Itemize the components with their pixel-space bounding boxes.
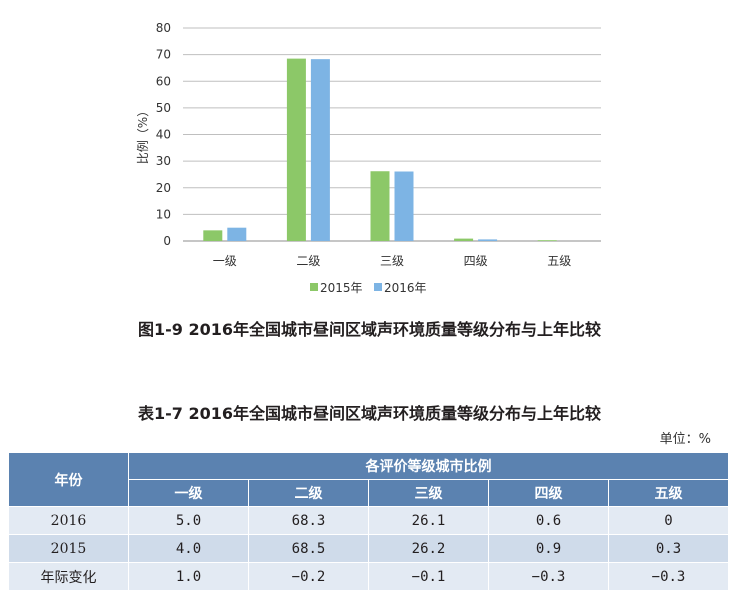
bar (454, 238, 474, 241)
x-tick-label: 五级 (547, 254, 571, 268)
table-header-row: 年份 各评价等级城市比例 (8, 452, 729, 507)
table-cell: −0.2 (248, 562, 369, 591)
y-tick-label: 70 (156, 48, 171, 62)
table-subheader-row: 一级 二级 三级 四级 五级 (9, 479, 729, 507)
legend-swatch (310, 283, 318, 291)
y-tick-label: 10 (156, 207, 171, 221)
bar (203, 230, 223, 241)
table-cell: 0.3 (608, 534, 729, 563)
bar (286, 58, 306, 242)
table-cell: 4.0 (128, 534, 249, 563)
y-tick-label: 30 (156, 154, 171, 168)
column-header: 三级 (368, 479, 489, 507)
y-axis-label: 比例（%） (136, 105, 150, 164)
table-cell: 0.9 (488, 534, 609, 563)
bar (394, 171, 414, 241)
x-tick-label: 三级 (380, 254, 404, 268)
table-cell: −0.3 (488, 562, 609, 591)
table-cell: 68.5 (248, 534, 369, 563)
y-tick-label: 60 (156, 74, 171, 88)
x-tick-label: 四级 (464, 254, 488, 268)
y-tick-label: 50 (156, 101, 171, 115)
column-header: 一级 (128, 479, 249, 507)
table-unit: 单位：% (659, 432, 711, 447)
bar (370, 171, 390, 241)
table-row: 年际变化 1.0 −0.2 −0.1 −0.3 −0.3 (8, 562, 729, 591)
column-header: 二级 (248, 479, 369, 507)
table-cell: 5.0 (128, 506, 249, 535)
table-cell: 26.2 (368, 534, 489, 563)
x-tick-label: 二级 (296, 254, 320, 268)
table-caption: 表1-7 2016年全国城市昼间区域声环境质量等级分布与上年比较 (137, 404, 601, 423)
group-column-header: 各评价等级城市比例 (128, 452, 729, 480)
table-cell: 68.3 (248, 506, 369, 535)
legend-label: 2016年 (384, 281, 427, 295)
table-cell: −0.1 (368, 562, 489, 591)
y-tick-label: 40 (156, 128, 171, 142)
column-header: 五级 (608, 479, 729, 507)
y-tick-label: 0 (163, 234, 171, 248)
column-header: 四级 (488, 479, 609, 507)
row-label: 2016 (8, 506, 129, 535)
legend-swatch (374, 283, 382, 291)
legend-label: 2015年 (320, 281, 363, 295)
bar (478, 239, 498, 241)
y-tick-label: 80 (156, 21, 171, 35)
x-tick-label: 一级 (213, 254, 237, 268)
year-column-header: 年份 (8, 452, 129, 507)
table-row: 2015 4.0 68.5 26.2 0.9 0.3 (8, 534, 729, 563)
table-cell: 0 (608, 506, 729, 535)
table-cell: 26.1 (368, 506, 489, 535)
bar (310, 59, 330, 242)
table-row: 2016 5.0 68.3 26.1 0.6 0 (8, 506, 729, 535)
bar (537, 240, 557, 241)
figure-caption: 图1-9 2016年全国城市昼间区域声环境质量等级分布与上年比较 (137, 320, 601, 339)
data-table: 年份 各评价等级城市比例 一级 二级 三级 四级 五级 2016 5.0 68.… (8, 452, 729, 591)
table-cell: 1.0 (128, 562, 249, 591)
bar-chart: 0 10 20 30 40 50 60 70 80 比例（%） 一级 二级 三级 四级 五级 2015年 201… (136, 21, 601, 295)
row-label: 年际变化 (8, 562, 129, 591)
table-cell: 0.6 (488, 506, 609, 535)
bar (227, 227, 247, 241)
y-tick-label: 20 (156, 181, 171, 195)
row-label: 2015 (8, 534, 129, 563)
table-cell: −0.3 (608, 562, 729, 591)
